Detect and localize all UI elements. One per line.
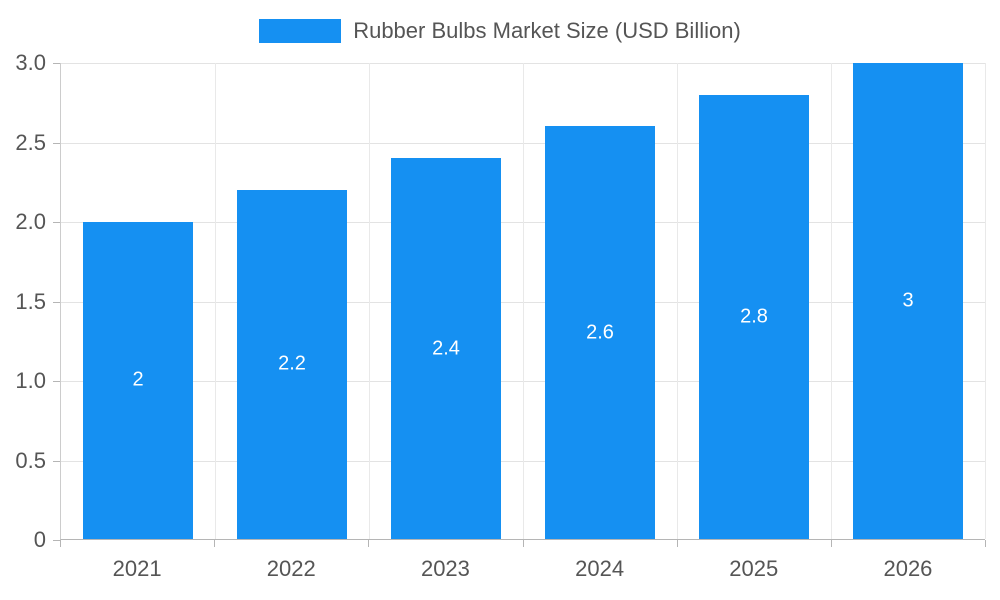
y-tick-label: 3.0: [15, 50, 46, 75]
y-tick-label: 1.5: [15, 288, 46, 314]
bar-2025: 2.8: [698, 94, 810, 539]
bar-value-label: 2.6: [586, 321, 614, 344]
x-tick-label: 2021: [112, 556, 162, 581]
gridline: [214, 63, 216, 539]
x-axis-labels: 2021 2022 2023 2024 2025 2026: [60, 548, 985, 582]
y-tick-mark: [53, 540, 60, 541]
y-tick-mark: [53, 301, 60, 303]
gridline: [523, 63, 524, 539]
bar-slot: 2.2: [215, 63, 369, 539]
bar-slot: 3: [831, 63, 985, 539]
y-tick-mark: [53, 222, 60, 223]
bar-series: 2 2.2 2.4 2.6 2.8 3: [61, 63, 985, 539]
bar-value-label: 2.4: [432, 337, 460, 360]
bar-slot: 2.4: [369, 63, 523, 539]
x-tick-mark: [676, 540, 678, 547]
bar-value-label: 2.8: [740, 305, 768, 328]
gridline: [831, 63, 832, 539]
x-tick-mark: [60, 540, 61, 547]
x-tick-label: 2023: [420, 556, 470, 581]
y-tick-label: 0: [33, 527, 46, 552]
chart-legend: Rubber Bulbs Market Size (USD Billion): [0, 18, 1000, 44]
plot-area: 2 2.2 2.4 2.6 2.8 3: [60, 63, 986, 540]
gridline: [368, 63, 370, 539]
y-tick-mark: [53, 142, 60, 144]
x-tick-label: 2026: [883, 556, 933, 581]
bar-2023: 2.4: [390, 158, 502, 539]
x-tick-mark: [830, 540, 832, 547]
gridline: [676, 63, 678, 539]
gridline: [985, 63, 986, 539]
y-tick-mark: [53, 63, 60, 64]
y-tick-label: 0.5: [15, 447, 46, 473]
bar-slot: 2: [61, 63, 215, 539]
x-tick-mark: [214, 540, 216, 547]
y-tick-label: 1.0: [15, 368, 46, 393]
y-tick-mark: [53, 460, 60, 462]
x-tick-mark: [368, 540, 370, 547]
bar-slot: 2.8: [677, 63, 831, 539]
bar-2021: 2: [82, 221, 194, 539]
x-tick-mark: [985, 540, 986, 547]
bar-slot: 2.6: [523, 63, 677, 539]
x-tick-label: 2022: [266, 556, 316, 581]
y-tick-mark: [53, 381, 60, 382]
bar-2026: 3: [852, 63, 964, 539]
legend-swatch[interactable]: [259, 19, 342, 43]
legend-label[interactable]: Rubber Bulbs Market Size (USD Billion): [353, 18, 741, 43]
bar-value-label: 2.2: [278, 352, 306, 375]
bar-value-label: 3: [902, 289, 914, 312]
x-tick-label: 2025: [729, 556, 779, 581]
y-tick-label: 2.5: [15, 129, 46, 155]
bar-value-label: 2: [132, 368, 144, 391]
y-tick-label: 2.0: [15, 209, 46, 234]
bar-2022: 2.2: [236, 189, 348, 539]
bar-2024: 2.6: [544, 126, 656, 539]
x-tick-mark: [522, 540, 524, 547]
x-tick-label: 2024: [575, 556, 625, 581]
